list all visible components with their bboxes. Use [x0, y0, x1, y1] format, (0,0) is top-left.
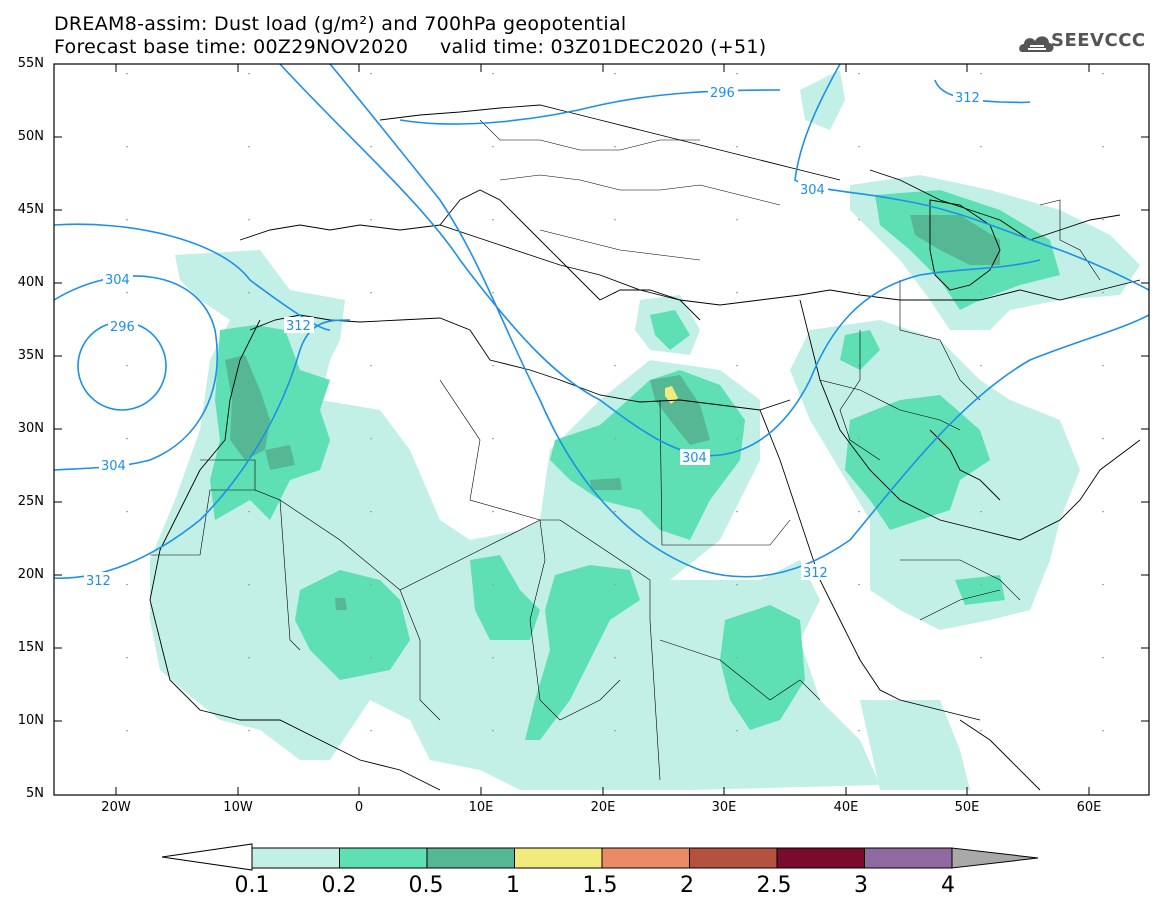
contour-label: 296 — [110, 320, 135, 335]
colorbar-swatch — [426, 847, 515, 869]
lon-label: 20W — [101, 800, 131, 815]
lat-label: 40N — [17, 275, 44, 290]
contour-312-east — [934, 79, 1031, 104]
contour-label: 312 — [955, 91, 980, 106]
lat-label: 15N — [17, 640, 44, 655]
contour-label: 304 — [101, 459, 126, 474]
lat-label: 25N — [17, 494, 44, 509]
lon-label: 40E — [833, 800, 859, 815]
colorbar-swatches — [251, 847, 953, 869]
coastlines — [149, 104, 1141, 791]
colorbar-tick-label: 2.5 — [756, 873, 792, 898]
lat-label: 50N — [17, 129, 44, 144]
contour-304-east — [794, 64, 1149, 291]
lat-label: 20N — [17, 567, 44, 582]
colorbar-tick-label: 0.5 — [408, 873, 444, 898]
lon-label: 30E — [711, 800, 737, 815]
colorbar — [161, 843, 1039, 871]
contour-label: 304 — [682, 451, 707, 466]
lat-label: 10N — [17, 713, 44, 728]
contour-312-central — [329, 64, 1149, 578]
lat-label: 30N — [17, 421, 44, 436]
lat-label: 35N — [17, 348, 44, 363]
contour-labels: 296 312 304 296 312 304 312 304 304 312 — [84, 84, 983, 589]
axis-ticks — [54, 63, 1149, 795]
colorbar-right-arrow — [951, 847, 1039, 869]
colorbar-tick-label: 2 — [680, 873, 694, 898]
contour-label: 304 — [105, 273, 130, 288]
contour-label: 312 — [286, 319, 311, 334]
lat-label: 45N — [17, 202, 44, 217]
colorbar-tick-label: 0.1 — [234, 873, 270, 898]
cloud-icon — [1019, 36, 1054, 52]
colorbar-tick-label: 1.5 — [582, 873, 618, 898]
grid-dots — [54, 64, 1149, 795]
colorbar-swatch — [514, 847, 603, 869]
colorbar-swatch — [689, 847, 778, 869]
lon-label: 10E — [468, 800, 494, 815]
colorbar-tick-label: 4 — [941, 873, 955, 898]
logo-text: SEEVCCC — [1051, 30, 1146, 51]
lat-label: 55N — [17, 56, 44, 71]
contour-label: 312 — [803, 566, 828, 581]
colorbar-swatch — [601, 847, 690, 869]
colorbar-swatch — [339, 847, 428, 869]
colorbar-tick-label: 1 — [506, 873, 520, 898]
chart-title: DREAM8-assim: Dust load (g/m²) and 700hP… — [54, 13, 627, 35]
contour-label: 296 — [710, 86, 735, 101]
colorbar-left-arrow — [161, 843, 253, 871]
colorbar-swatch — [251, 847, 340, 869]
colorbar-tick-label: 0.2 — [321, 873, 357, 898]
colorbar-swatch — [864, 847, 953, 869]
chart-subtitle: Forecast base time: 00Z29NOV2020 valid t… — [54, 36, 767, 58]
lon-label: 60E — [1076, 800, 1102, 815]
lon-label: 50E — [954, 800, 980, 815]
country-borders — [150, 119, 1101, 781]
contour-label: 312 — [86, 574, 111, 589]
lon-label: 10W — [223, 800, 253, 815]
lon-label: 20E — [590, 800, 616, 815]
colorbar-swatch — [776, 847, 865, 869]
colorbar-tick-label: 3 — [854, 873, 868, 898]
lat-label: 5N — [26, 786, 44, 801]
contour-label: 304 — [800, 183, 825, 198]
lon-label: 0 — [354, 800, 364, 815]
